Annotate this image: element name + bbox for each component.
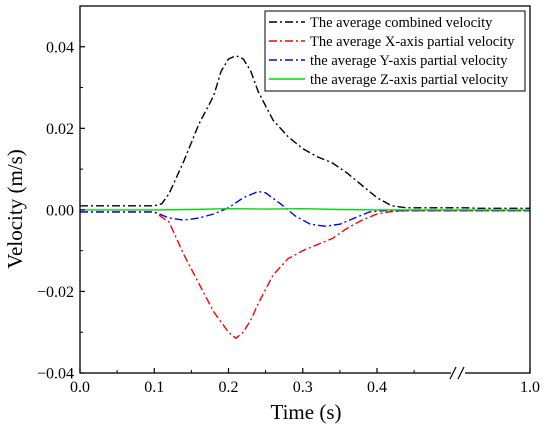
y-tick-label: 0.00 [46, 202, 74, 219]
legend-label-2: The average X-axis partial velocity [310, 34, 515, 50]
x-tick-label: 0.4 [367, 379, 387, 396]
x-tick-label: 0.0 [70, 379, 90, 396]
x-axis-title: Time (s) [271, 400, 342, 424]
y-axis-title: Velocity (m/s) [3, 149, 27, 269]
y-tick-label: −0.02 [37, 284, 74, 301]
axis-break-mark [457, 366, 465, 380]
legend-label-4: the average Z-axis partial velocity [310, 72, 509, 88]
series-line-1 [80, 55, 530, 209]
y-tick-label: −0.04 [37, 366, 74, 383]
axis-break-mark [449, 366, 457, 380]
series-line-2 [80, 210, 530, 339]
x-tick-label: 0.2 [219, 379, 239, 396]
x-tick-label: 0.1 [144, 379, 164, 396]
axes-layer: 0.0 0.1 0.2 0.3 0.4 1.0 0.04 0.02 0.00 −0.02 −0.04 [37, 5, 540, 396]
legend-label-3: the average Y-axis partial velocity [310, 53, 508, 69]
y-tick-label: 0.04 [46, 39, 74, 56]
series-line-4 [80, 208, 530, 211]
legend: The average combined velocity The average… [264, 10, 526, 92]
series-layer [80, 55, 530, 339]
legend-box [264, 10, 526, 92]
series-line-3 [80, 190, 530, 227]
x-tick-label: 0.3 [293, 379, 313, 396]
x-tick-label: 1.0 [520, 379, 540, 396]
plot-frame [79, 5, 531, 374]
y-tick-label: 0.02 [46, 121, 74, 138]
legend-label-1: The average combined velocity [310, 15, 493, 31]
